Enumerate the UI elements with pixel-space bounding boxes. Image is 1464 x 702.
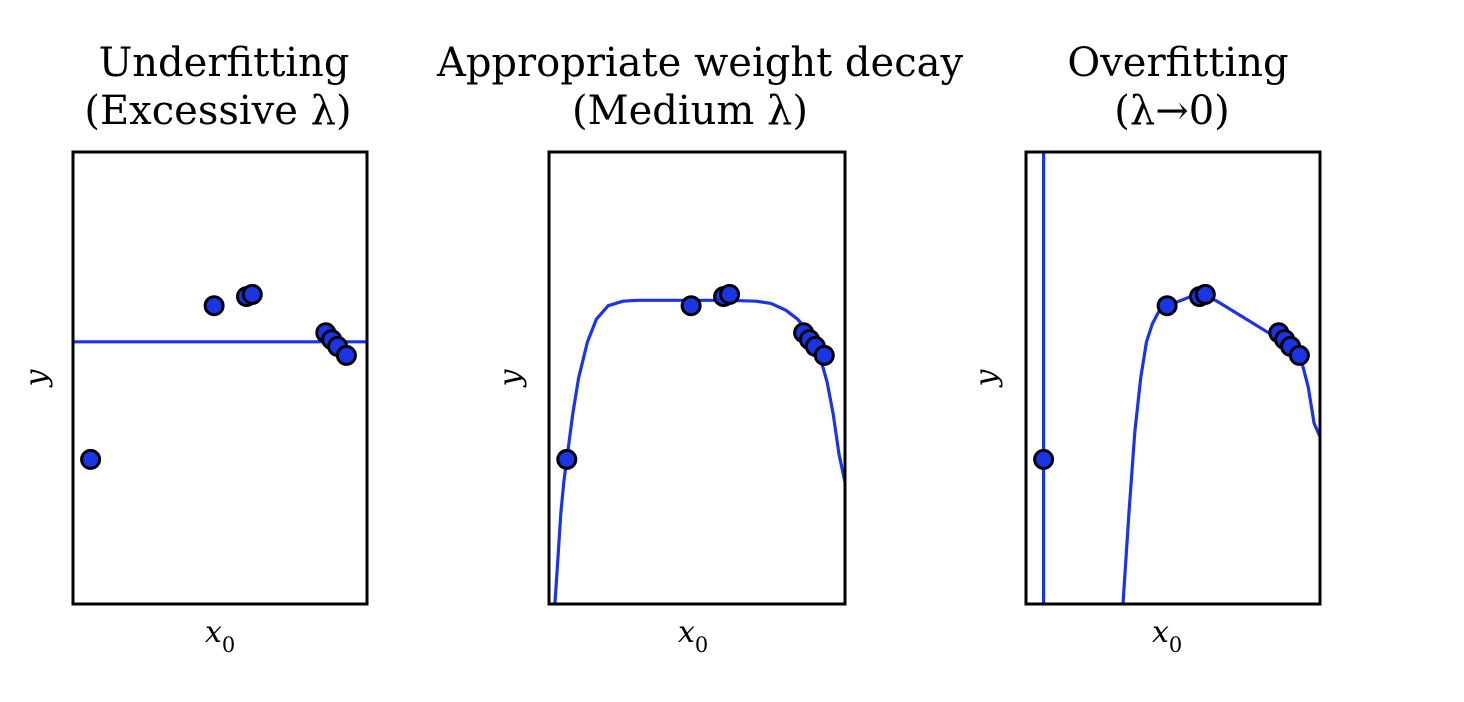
panel-2-title-line-2: (Medium λ) [572,88,808,134]
panel-3-data-point-2 [1156,295,1178,317]
panel-1-y-axis-label: y [19,368,54,388]
panel-1-x-axis-label: x0 [205,615,235,657]
panel-1-title-line-1: Underfitting [99,40,350,86]
panel-1-x-axis-label-main: x [205,615,222,650]
panel-2-frame [547,150,847,606]
panel-1-title-line-2: (Excessive λ) [84,88,351,134]
panel-3-data-point-4 [1194,283,1216,305]
panel-2-data-point-2 [680,295,702,317]
panel-2-data-point-8 [813,344,835,366]
panel-overfitting: Overfitting (λ→0) x0 y [969,40,1322,657]
panel-3-x-axis-label-main: x [1152,615,1169,650]
panel-appropriate: Appropriate weight decay (Medium λ) x0 y [436,40,964,657]
panel-2-data-point-1 [556,448,578,470]
panel-1-data-point-2 [203,295,225,317]
panel-2-y-axis-label: y [493,368,528,388]
panel-3-plot-area [1033,152,1320,604]
panel-3-y-axis-label: y [969,368,1004,388]
panel-1-data-point-4 [241,283,263,305]
panel-3-title-line-2: (λ→0) [1114,88,1230,134]
panel-3-title-line-1: Overfitting [1067,40,1288,86]
panel-1-frame [71,150,369,606]
panel-1-data-point-8 [335,344,357,366]
panel-3-data-point-1 [1033,448,1055,470]
panel-1-x-axis-label-subscript: 0 [222,633,235,657]
panel-1-plot-area [73,283,367,470]
panel-2-x-axis-label-main: x [678,615,695,650]
panel-2-title-line-1: Appropriate weight decay [436,40,964,86]
panel-2-x-axis-label: x0 [678,615,708,657]
panel-2-plot-area [553,283,845,604]
panel-3-data-point-8 [1288,344,1310,366]
panel-2-data-point-4 [719,283,741,305]
panel-underfitting: Underfitting (Excessive λ) x0 y [19,40,369,657]
panel-3-frame [1024,150,1322,606]
panel-2-x-axis-label-subscript: 0 [695,633,708,657]
panel-3-x-axis-label-subscript: 0 [1169,633,1182,657]
panel-1-data-point-1 [80,448,102,470]
panel-3-x-axis-label: x0 [1152,615,1182,657]
